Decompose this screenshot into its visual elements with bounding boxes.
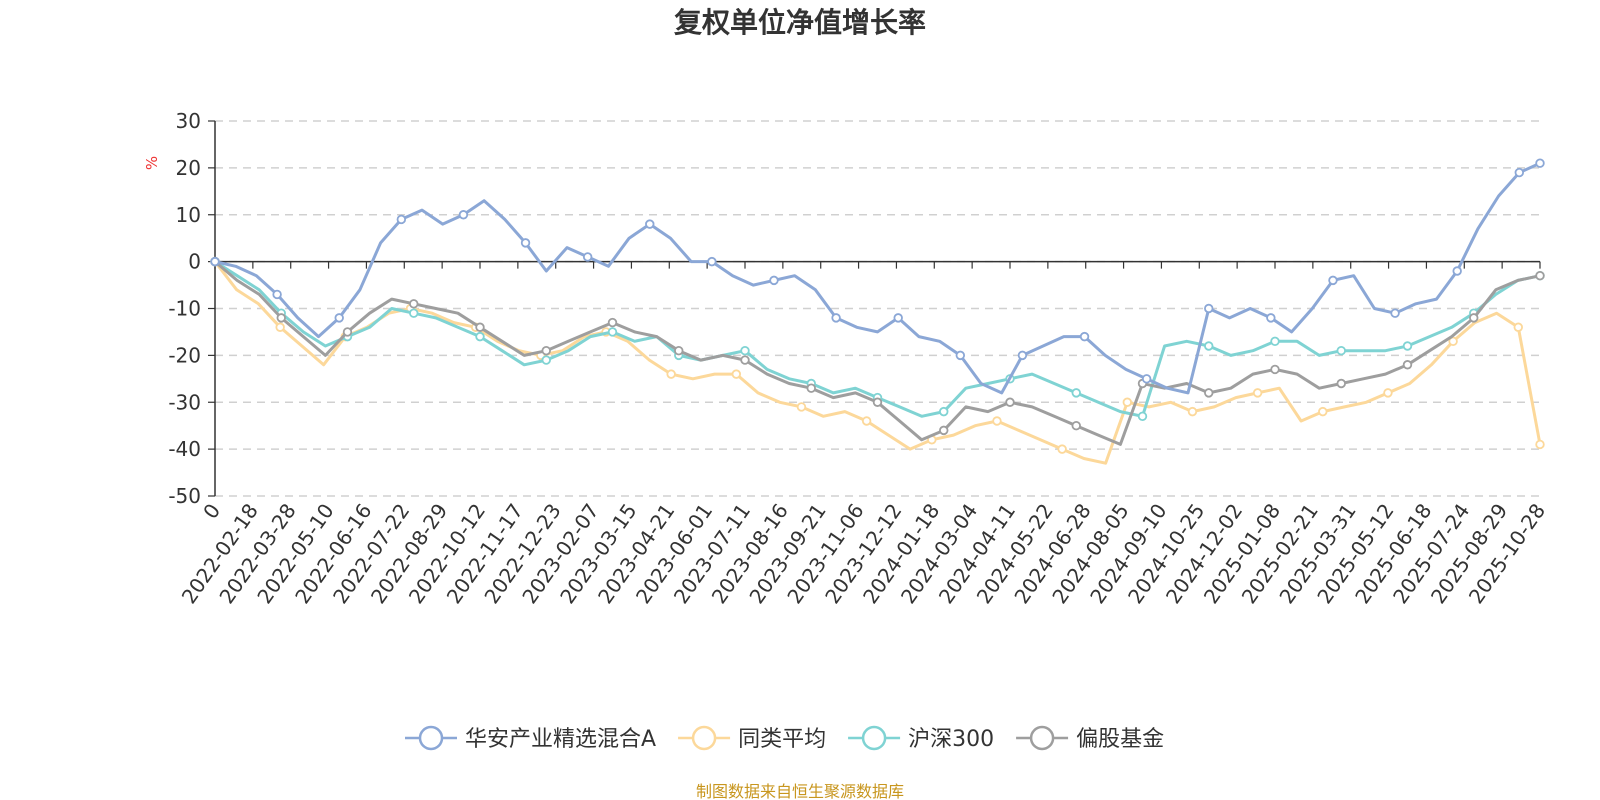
series-point [645,219,655,229]
series-point [1390,308,1400,318]
series-point [872,397,883,407]
y-tick-label: -40 [168,437,201,461]
series-point [1017,350,1028,361]
y-tick-label: 10 [176,203,201,227]
series-point [1535,270,1545,281]
x-tick-label: 0 [198,499,225,523]
series-layer [210,158,1545,465]
series-point [1137,411,1148,422]
series-point [666,369,676,379]
series-point [992,416,1002,426]
x-axis: 02022-02-182022-03-282022-05-102022-06-1… [177,260,1550,608]
series-point [1514,167,1524,178]
series-point [796,402,807,412]
series-point [1513,322,1523,332]
series-point [475,322,485,332]
legend-item-3[interactable]: 偏股基金 [1016,725,1164,752]
series-point [541,345,551,356]
series-point [1122,397,1132,407]
series-point [1071,388,1081,398]
series-point [1141,374,1152,384]
series-point [806,383,816,393]
series-point [769,275,779,286]
series-point [1336,378,1346,389]
series-point [541,355,551,365]
series-point [1402,360,1413,370]
series-point [458,210,469,220]
series-point [396,214,407,225]
y-tick-label: 30 [176,109,201,133]
series-point [210,256,220,267]
series-point [1266,313,1276,323]
chart-title: 复权单位净值增长率 [674,6,926,39]
series-point [334,313,344,323]
legend-item-0[interactable]: 华安产业精选混合A [405,725,656,752]
series-point [1383,388,1393,398]
y-tick-label: -10 [168,297,201,321]
series-point [1270,364,1280,375]
series-point [1448,336,1458,347]
series-point [1079,331,1090,342]
y-axis-unit: % [143,156,161,170]
series-point [582,252,593,262]
series-point [520,238,531,248]
series-point [409,308,419,318]
series-point [1469,313,1479,323]
legend-item-2[interactable]: 沪深300 [848,725,994,752]
series-point [1204,388,1214,398]
y-axis: 30 20 10 0 -10 -20 -30 -40 -50 [168,109,216,508]
source-note: 制图数据来自恒生聚源数据库 [696,782,904,800]
series-point [1005,397,1015,407]
series-point [893,313,903,323]
series-point [731,369,742,379]
series-point [1452,266,1462,276]
series-point [1071,420,1081,431]
series-point [674,345,684,356]
series-point [1328,275,1338,286]
series-point [1535,439,1545,450]
legend[interactable]: 华安产业精选混合A 同类平均 沪深300 偏股基金 [405,725,1164,752]
series-point [1187,406,1198,417]
series-point [1057,444,1067,454]
series-line-0 [214,161,1541,395]
series-point [831,313,841,323]
series-point [275,322,285,332]
series-point [1204,341,1214,351]
series-point [276,313,286,323]
series-point [272,289,282,300]
series-point [1318,406,1328,417]
series-point [740,345,750,356]
series-point [607,317,618,328]
series-point [707,256,717,267]
legend-item-1[interactable]: 同类平均 [678,725,826,752]
series-point [740,355,750,365]
series-point [1402,341,1413,351]
series-point [342,327,353,337]
series-point [607,327,618,337]
series-point [1270,336,1280,347]
legend-label: 同类平均 [738,727,826,752]
series-point [475,331,485,342]
series-point [955,350,966,361]
series-point [1535,158,1545,168]
y-tick-label: 0 [188,250,201,274]
series-point [1336,345,1346,356]
legend-label: 偏股基金 [1076,727,1164,752]
series-point [861,416,872,426]
y-tick-label: 20 [176,156,201,180]
series-point [1252,388,1263,398]
legend-label: 华安产业精选混合A [465,727,656,752]
series-point [939,406,949,417]
y-tick-label: -50 [168,484,201,508]
legend-label: 沪深300 [908,727,994,752]
y-tick-label: -30 [168,390,201,414]
series-point [1204,303,1214,314]
y-tick-label: -20 [168,343,201,367]
series-line-1 [213,260,1542,465]
series-point [409,299,419,309]
series-point [939,425,949,436]
